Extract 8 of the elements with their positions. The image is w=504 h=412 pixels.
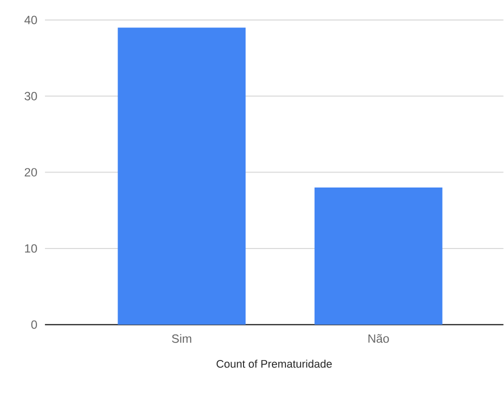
y-tick-label: 20 — [24, 168, 37, 177]
y-tick-label: 30 — [24, 92, 37, 101]
x-tick-label: Não — [368, 334, 389, 344]
y-tick-label: 0 — [31, 320, 37, 330]
y-tick-label: 40 — [24, 16, 37, 24]
x-axis-title: Count of Prematuridade — [216, 360, 332, 368]
y-tick-label: 10 — [25, 244, 37, 253]
x-tick-label: Sim — [172, 334, 192, 344]
